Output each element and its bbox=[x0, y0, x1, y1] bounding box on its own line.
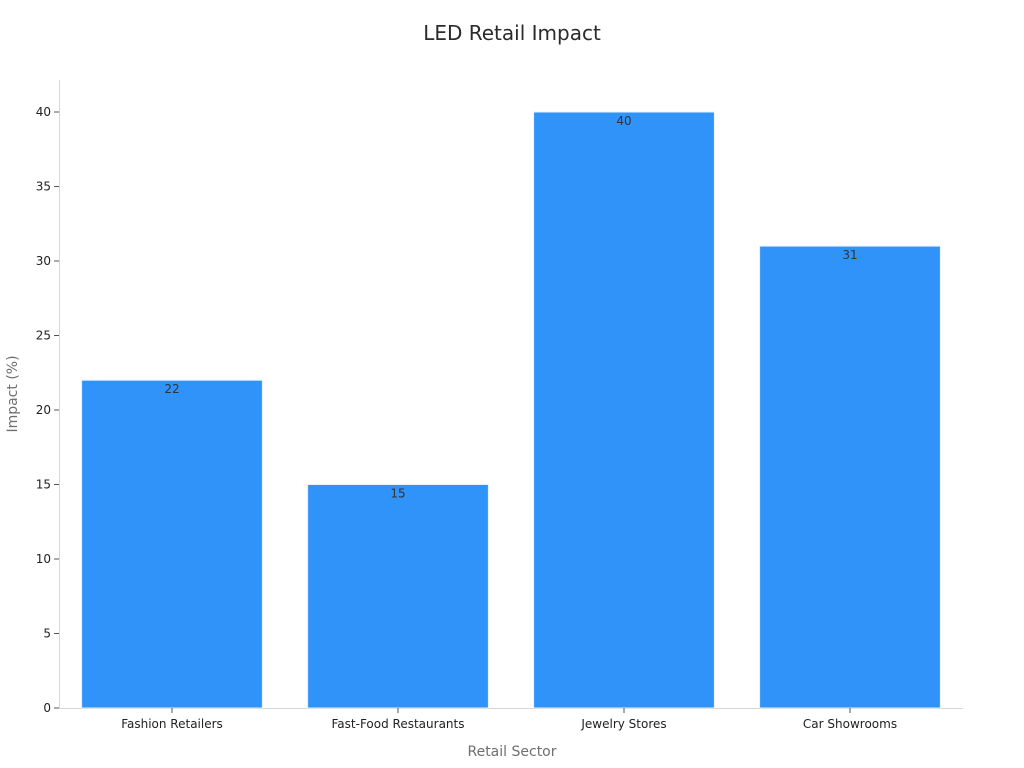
y-tick-label: 0 bbox=[43, 701, 51, 715]
y-axis-title: Impact (%) bbox=[5, 355, 21, 432]
y-tick-label: 35 bbox=[36, 180, 51, 194]
y-axis-ticks: 0 5 10 15 20 25 30 35 40 bbox=[36, 105, 59, 715]
y-tick-label: 5 bbox=[43, 627, 51, 641]
bar bbox=[533, 111, 715, 709]
data-label: 15 bbox=[390, 487, 405, 501]
x-tick-label: Fashion Retailers bbox=[121, 717, 223, 731]
bar bbox=[307, 484, 489, 709]
x-axis-ticks: Fashion Retailers Fast-Food Restaurants Je… bbox=[121, 708, 897, 731]
chart-title: LED Retail Impact bbox=[423, 21, 601, 45]
y-tick-label: 15 bbox=[36, 478, 51, 492]
data-label: 40 bbox=[616, 114, 631, 128]
x-tick-label: Car Showrooms bbox=[803, 717, 897, 731]
y-tick-label: 40 bbox=[36, 105, 51, 119]
bar bbox=[759, 245, 941, 709]
y-tick-label: 30 bbox=[36, 254, 51, 268]
x-tick-label: Jewelry Stores bbox=[580, 717, 666, 731]
x-axis-title: Retail Sector bbox=[467, 744, 556, 760]
data-label: 22 bbox=[164, 382, 179, 396]
data-label: 31 bbox=[842, 248, 857, 262]
y-tick-label: 25 bbox=[36, 329, 51, 343]
x-tick-label: Fast-Food Restaurants bbox=[332, 717, 465, 731]
bars-group: 22 15 40 31 bbox=[81, 111, 941, 709]
y-tick-label: 10 bbox=[36, 552, 51, 566]
bar bbox=[81, 379, 263, 709]
y-tick-label: 20 bbox=[36, 403, 51, 417]
